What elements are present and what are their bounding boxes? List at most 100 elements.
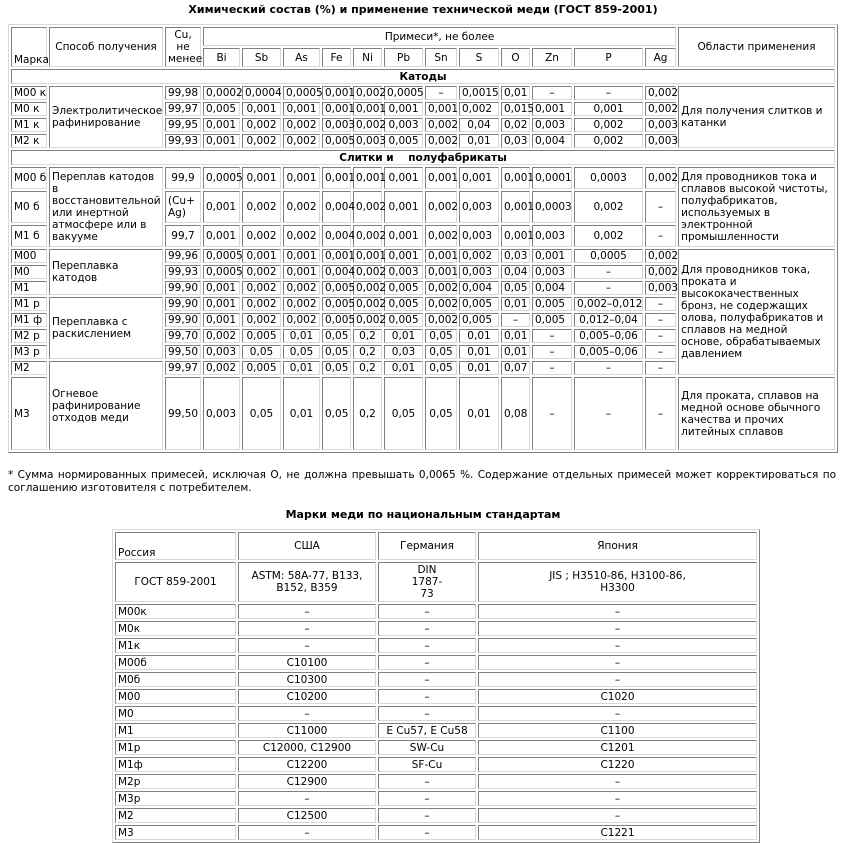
impurity-cell: 0,2 (353, 361, 382, 375)
method-header: Способ получения (49, 27, 163, 67)
impurity-cell: 0,002 (353, 86, 386, 100)
impurity-cell: 0,001 (384, 102, 423, 116)
usa-cell: C10300 (238, 672, 376, 687)
impurity-cell: 0,002 (283, 297, 320, 311)
impurity-cell: 0,003 (645, 281, 678, 295)
grade-cell: М1 б (11, 225, 47, 247)
japan-cell: – (478, 604, 757, 619)
impurity-cell: 0,001 (242, 167, 281, 189)
impurity-cell: 0,001 (203, 297, 240, 311)
method-cell: Переплав катодов в восстановительной или… (49, 167, 163, 247)
section-title-text: Слитки и полуфабрикаты (339, 151, 507, 164)
germany-cell: – (378, 621, 476, 636)
impurity-cell: 0,001 (322, 167, 355, 189)
element-header-sb: Sb (242, 48, 281, 67)
impurity-cell: 0,002 (353, 191, 386, 223)
impurity-cell: 0,002 (242, 297, 281, 311)
method-cell: Переплавка с раскислением (49, 297, 163, 359)
impurity-cell: 0,0015 (459, 86, 499, 100)
impurity-cell: 0,002 (459, 102, 499, 116)
method-cell: Огневое рафинирование отходов меди (49, 361, 163, 450)
usa-cell: – (238, 621, 376, 636)
impurity-cell: 0,001 (322, 249, 355, 263)
impurity-cell: 0,003 (645, 134, 678, 148)
impurity-cell: 0,001 (283, 167, 320, 189)
grade-cell: М3 (115, 825, 236, 840)
japan-cell: – (478, 655, 757, 670)
impurity-cell: 0,001 (203, 118, 240, 132)
grade-cell: М1 к (11, 118, 47, 132)
cu-cell: 99,90 (165, 313, 201, 327)
impurity-cell: – (574, 281, 643, 295)
japan-cell: C1020 (478, 689, 757, 704)
grade-cell: М0 к (11, 102, 47, 116)
japan-cell: – (478, 808, 757, 823)
cu-cell: 99,96 (165, 249, 201, 263)
impurity-cell: – (532, 361, 572, 375)
impurity-cell: 0,03 (501, 249, 530, 263)
impurity-cell: 0,03 (501, 134, 530, 148)
table-row: М00 Переплавка катодов 99,96 0,0005 0,001 0,0… (11, 249, 835, 375)
element-header-ag: Ag (645, 48, 677, 67)
impurity-cell: 0,001 (384, 167, 423, 189)
impurity-cell: 0,05 (425, 377, 457, 450)
grade-cell: М3р (115, 791, 236, 806)
impurity-cell: 0,002 (645, 102, 678, 116)
impurity-cell: 0,002 (425, 134, 458, 148)
impurity-cell: 0,003 (384, 265, 423, 279)
cu-cell: 99,98 (165, 86, 201, 100)
impurity-cell: 0,003 (645, 118, 678, 132)
germany-cell: – (378, 825, 476, 840)
section-title: Слитки и полуфабрикаты (11, 150, 835, 165)
impurity-cell: 0,002 (283, 225, 320, 247)
impurity-cell: – (532, 86, 572, 100)
impurity-cell: 0,002 (574, 134, 643, 148)
element-header-pb: Pb (384, 48, 423, 67)
impurity-cell: 0,003 (459, 265, 499, 279)
impurity-cell: 0,004 (322, 225, 355, 247)
table-row: М2 к 99,93 0,001 0,002 0,002 0,005 0,003 0,005 0… (11, 134, 835, 148)
impurity-cell: 0,05 (425, 345, 457, 359)
table-row: М3 99,50 0,003 0,05 0,01 0,05 0,2 0,05 0,05 0,01 0… (11, 377, 835, 450)
usa-cell: C12000, C12900 (238, 740, 376, 755)
impurity-cell: 0,04 (459, 118, 499, 132)
impurity-cell: 0,001 (203, 191, 240, 223)
impurity-cell: 0,001 (353, 249, 386, 263)
grade-cell: М1ф (115, 757, 236, 772)
table-row: М1 к 99,95 0,001 0,002 0,002 0,003 0,002 0,003 0… (11, 118, 835, 132)
impurity-cell: 0,002 (283, 191, 320, 223)
impurity-cell: 0,001 (203, 313, 240, 327)
impurity-cell: 0,002 (425, 313, 458, 327)
impurity-cell: 0,002 (353, 225, 386, 247)
impurity-cell: 0,02 (501, 118, 530, 132)
impurity-cell: 0,002 (353, 118, 386, 132)
impurity-cell: – (645, 191, 677, 223)
impurity-cell: 0,002 (425, 225, 458, 247)
japan-cell: C1220 (478, 757, 757, 772)
grade-cell: М2 р (11, 329, 47, 343)
usa-cell: C12200 (238, 757, 376, 772)
cu-cell: 99,7 (165, 225, 201, 247)
element-header-as: As (283, 48, 320, 67)
impurity-cell: 0,001 (353, 167, 386, 189)
cu-cell: (Cu+ Ag) (165, 191, 201, 223)
impurity-cell: 0,012–0,04 (574, 313, 643, 327)
japan-cell: – (478, 706, 757, 721)
impurity-cell: 0,001 (242, 249, 281, 263)
cu-cell: 99,93 (165, 265, 201, 279)
impurity-cell: – (574, 361, 643, 375)
usa-cell: C11000 (238, 723, 376, 738)
impurity-cell: 0,001 (353, 102, 386, 116)
impurity-cell: 0,0004 (242, 86, 282, 100)
cu-cell: 99,9 (165, 167, 201, 189)
grade-cell: М2 к (11, 134, 47, 148)
impurity-cell: 0,001 (322, 86, 355, 100)
impurity-cell: – (645, 377, 677, 450)
impurity-cell: 0,003 (532, 118, 572, 132)
cu-cell: 99,50 (165, 345, 201, 359)
table-row: М1р C12000, C12900 SW-Cu C1201 (115, 740, 757, 755)
grade-cell: М0к (115, 621, 236, 636)
grade-cell: М0 (115, 706, 236, 721)
impurity-cell: 0,002 (283, 313, 320, 327)
element-header-row: Bi Sb As Fe Ni Pb Sn S O Zn P Ag (11, 48, 835, 67)
